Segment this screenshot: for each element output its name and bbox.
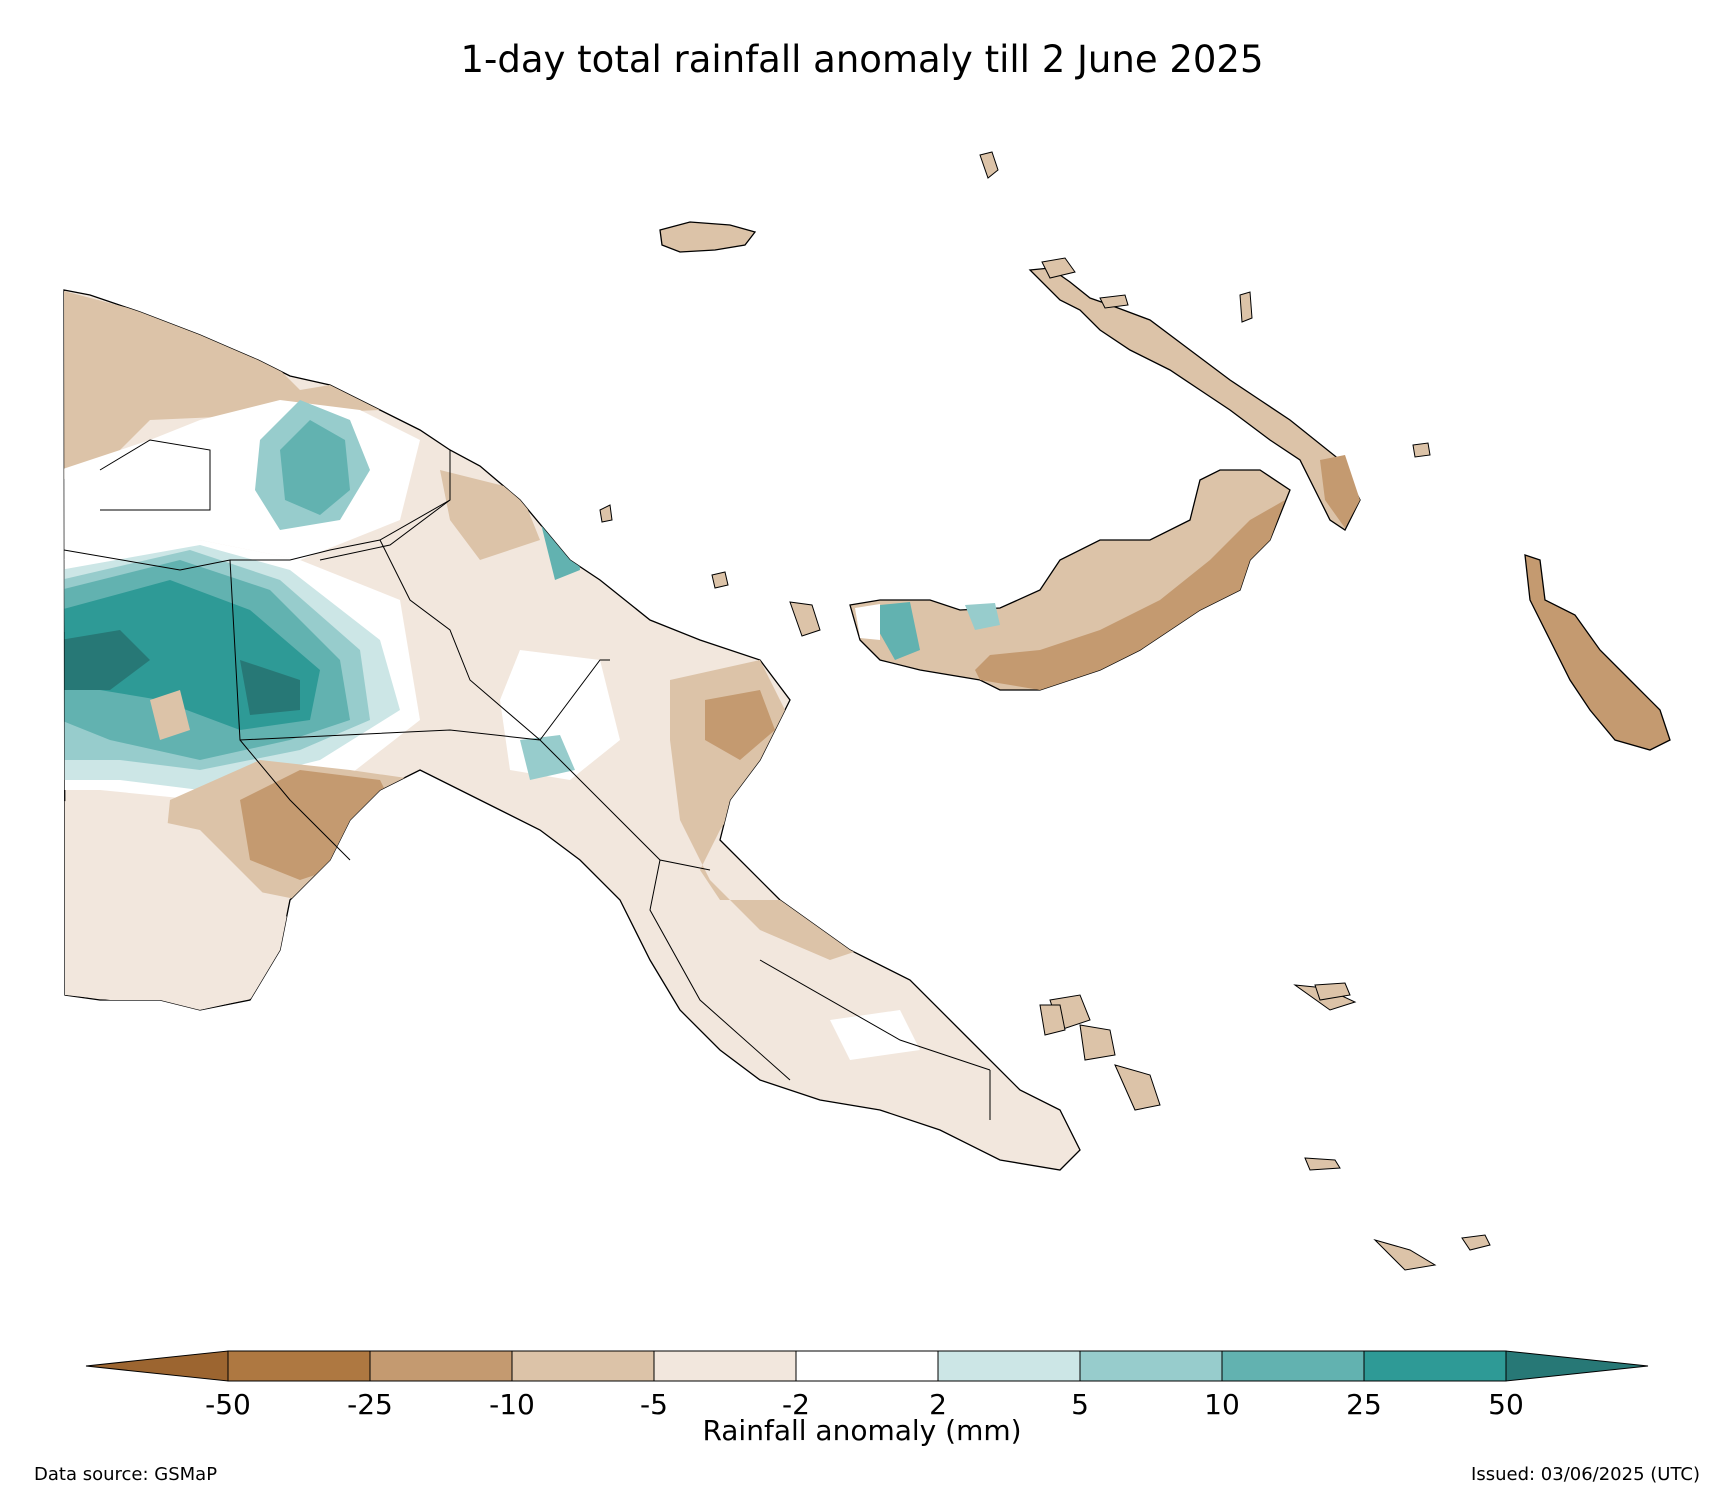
manus-island xyxy=(659,221,757,253)
colorbar-band xyxy=(653,1350,797,1382)
colorbar-tick: -50 xyxy=(205,1388,251,1421)
island-lavongai-tip xyxy=(1099,294,1129,309)
island-rossel xyxy=(1461,1234,1491,1251)
mainland-png xyxy=(63,289,1081,1171)
island-nw-manus-1 xyxy=(1041,257,1076,279)
colorbar-band xyxy=(1363,1350,1507,1382)
colorbar-band xyxy=(227,1350,371,1382)
rainfall-anomaly-map xyxy=(63,151,1671,1271)
new-britain-mid-wet xyxy=(965,603,1000,630)
island-louisiade xyxy=(1373,1238,1437,1271)
colorbar-tick: 2 xyxy=(929,1388,947,1421)
map-title: 1-day total rainfall anomaly till 2 June… xyxy=(460,38,1264,81)
highlands-dry-pocket xyxy=(150,690,190,740)
colorbar-band xyxy=(369,1350,513,1382)
island-karkar xyxy=(599,504,613,523)
colorbar-extend-low xyxy=(85,1350,229,1382)
colorbar-tick-labels: -50 -25 -10 -5 -2 2 5 10 25 50 xyxy=(205,1388,1524,1421)
north-wet-10 xyxy=(280,420,350,515)
colorbar-band xyxy=(511,1350,655,1382)
southwest-dry-5 xyxy=(64,800,300,1010)
colorbar-band xyxy=(937,1350,1081,1382)
northwest-dry-zone xyxy=(64,290,380,480)
colorbar-band xyxy=(1221,1350,1365,1382)
island-woodlark xyxy=(1314,982,1351,1001)
small-islands xyxy=(599,151,1491,1271)
island-mussau xyxy=(1239,291,1253,323)
island-goodenough xyxy=(1039,1004,1066,1036)
island-long xyxy=(711,571,729,589)
colorbar-tick: 25 xyxy=(1346,1388,1382,1421)
southeast-white xyxy=(830,1010,920,1060)
new-britain-west-white xyxy=(855,604,880,640)
new-britain-base xyxy=(849,469,1291,691)
colorbar: -50 -25 -10 -5 -2 2 5 10 25 50 xyxy=(85,1350,1649,1421)
island-feni xyxy=(1412,442,1431,458)
new-ireland-dry-25 xyxy=(1320,455,1360,528)
colorbar-tick: -10 xyxy=(489,1388,535,1421)
data-source: Data source: GSMaP xyxy=(34,1464,218,1485)
island-umboi xyxy=(789,601,821,637)
province-borders xyxy=(63,439,991,1120)
bougainville-island xyxy=(1524,554,1671,751)
new-ireland-base xyxy=(1028,267,1361,531)
issued-date: Issued: 03/06/2025 (UTC) xyxy=(1471,1464,1700,1485)
east-central-wet xyxy=(520,735,575,780)
highlands-wet-max xyxy=(64,630,300,715)
colorbar-tick: -2 xyxy=(782,1388,810,1421)
island-fergusson xyxy=(1079,1024,1116,1061)
island-normanby xyxy=(1114,1064,1161,1111)
colorbar-body xyxy=(85,1350,1649,1382)
island-misima xyxy=(1304,1157,1341,1171)
new-ireland xyxy=(1028,267,1361,531)
island-north xyxy=(979,151,999,179)
colorbar-extend-high xyxy=(1505,1350,1649,1382)
colorbar-tick: 5 xyxy=(1071,1388,1089,1421)
colorbar-tick: 10 xyxy=(1204,1388,1240,1421)
new-britain-west-wet xyxy=(878,602,920,660)
colorbar-tick: -25 xyxy=(347,1388,393,1421)
new-britain xyxy=(849,469,1291,691)
colorbar-tick: -5 xyxy=(640,1388,668,1421)
morobe-dry-25 xyxy=(705,690,775,760)
colorbar-tick: 50 xyxy=(1488,1388,1524,1421)
colorbar-band xyxy=(795,1350,939,1382)
colorbar-label: Rainfall anomaly (mm) xyxy=(702,1414,1022,1447)
new-britain-dry-25 xyxy=(975,500,1285,690)
colorbar-band xyxy=(1079,1350,1223,1382)
provincial-border-ne xyxy=(319,450,451,561)
